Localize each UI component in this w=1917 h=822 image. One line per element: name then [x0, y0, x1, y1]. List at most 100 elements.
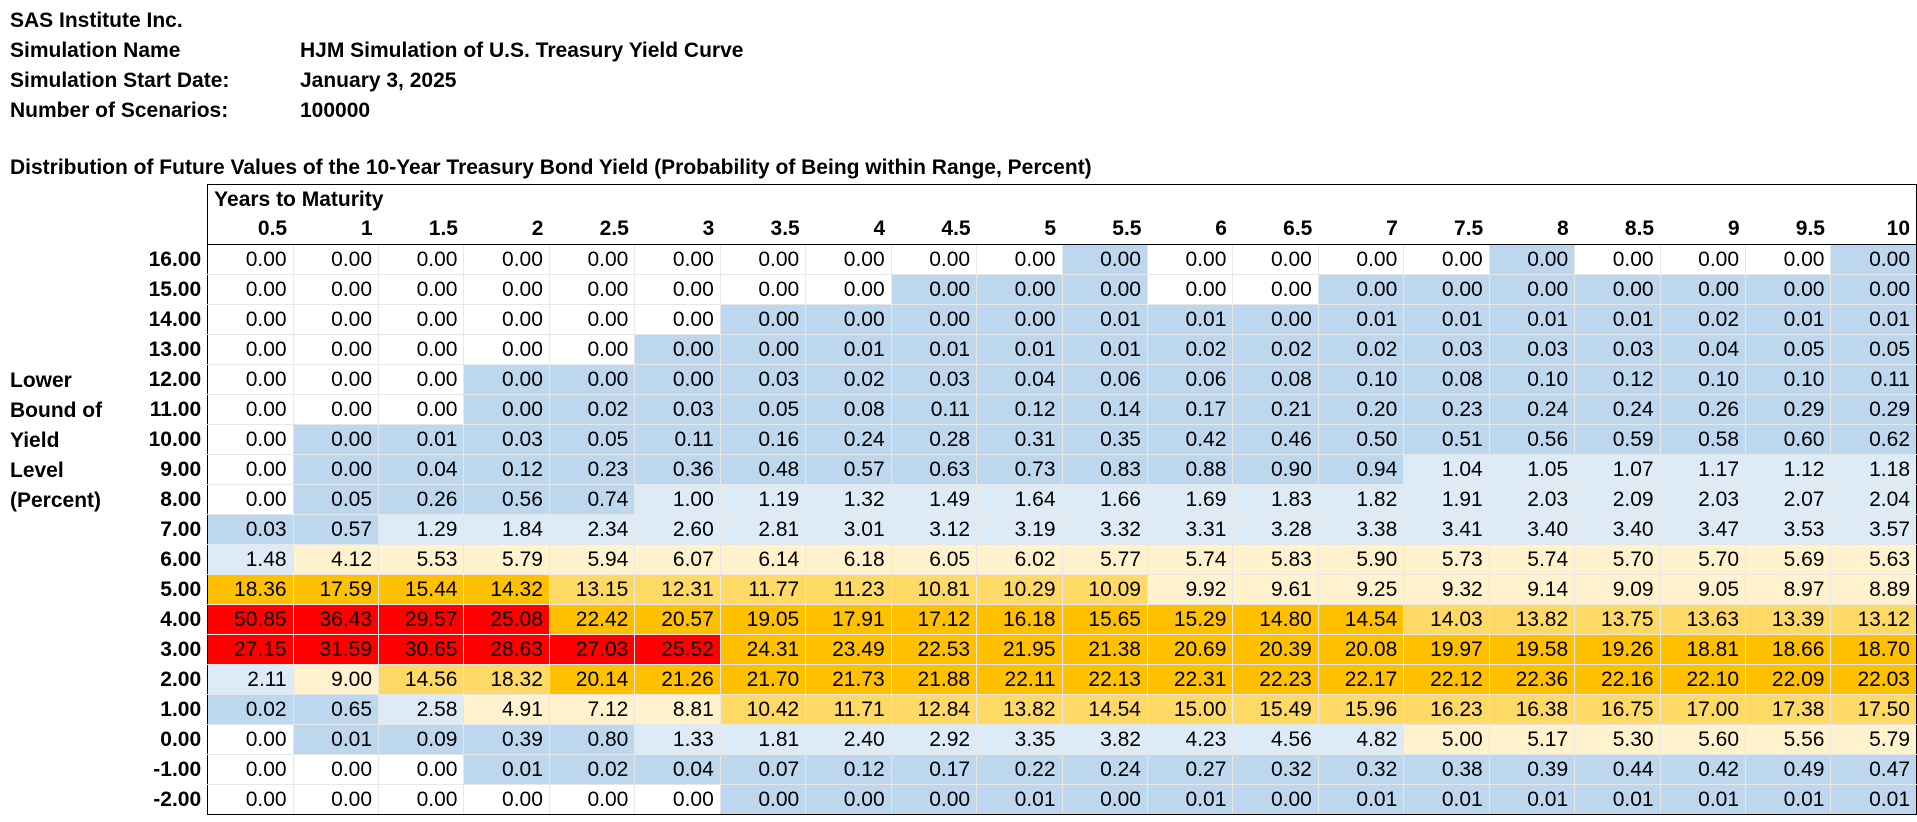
- yield-level-label: 3.00: [160, 637, 202, 661]
- probability-cell: 12.31: [634, 574, 721, 605]
- probability-cell: 0.05: [293, 484, 380, 515]
- maturity-header-cell: 8: [1489, 214, 1575, 245]
- probability-cell: 1.00: [634, 484, 721, 515]
- band-row: Years to Maturity: [10, 184, 1917, 215]
- maturity-header-cell: 6.5: [1232, 214, 1319, 245]
- probability-cell: 0.44: [1574, 754, 1661, 785]
- probability-cell: 0.00: [1489, 274, 1576, 305]
- table-row: 2.00 2.11 9.00 14.56 18.32 20.14 21.26 21.70 21.…: [10, 664, 1917, 695]
- probability-cell: 3.53: [1745, 514, 1832, 545]
- probability-cell: 36.43: [293, 604, 380, 635]
- probability-cell: 5.79: [1830, 724, 1917, 755]
- table-body: Years to Maturity 0.5 1 1.5 2 2.5 3 3.5 4 4.5 5 5.…: [10, 184, 1917, 815]
- probability-cell: 16.18: [976, 604, 1063, 635]
- probability-cell: 0.00: [207, 244, 294, 275]
- probability-cell: 3.57: [1830, 514, 1917, 545]
- probability-cell: 0.03: [1574, 334, 1661, 365]
- probability-cell: 0.51: [1403, 424, 1490, 455]
- maturity-header-cell: 4.5: [891, 214, 977, 245]
- probability-cell: 3.35: [976, 724, 1063, 755]
- probability-cell: 0.00: [1574, 274, 1661, 305]
- probability-cell: 17.59: [293, 574, 380, 605]
- probability-cell: 0.00: [378, 274, 465, 305]
- probability-cell: 1.64: [976, 484, 1063, 515]
- probability-cell: 0.02: [207, 694, 294, 725]
- probability-cell: 0.01: [463, 754, 550, 785]
- table-row: 8.00 0.00 0.05 0.26 0.56 0.74 1.00 1.19 1.32 1.49…: [10, 484, 1917, 515]
- probability-cell: 1.66: [1062, 484, 1148, 515]
- table-row: 7.00 0.03 0.57 1.29 1.84 2.34 2.60 2.81 3.01 3.12…: [10, 514, 1917, 545]
- probability-cell: 3.40: [1489, 514, 1576, 545]
- probability-cell: 0.00: [1232, 244, 1319, 275]
- probability-cell: 0.06: [1062, 364, 1148, 395]
- probability-cell: 0.29: [1830, 394, 1917, 425]
- probability-cell: 22.12: [1403, 664, 1490, 695]
- probability-cell: 0.83: [1062, 454, 1148, 485]
- probability-cell: 0.00: [378, 364, 465, 395]
- probability-cell: 17.50: [1830, 694, 1917, 725]
- probability-cell: 1.33: [634, 724, 721, 755]
- probability-cell: 0.23: [549, 454, 636, 485]
- probability-cell: 0.00: [293, 424, 380, 455]
- probability-cell: 0.88: [1147, 454, 1234, 485]
- probability-cell: 14.54: [1318, 604, 1405, 635]
- probability-cell: 0.00: [207, 334, 294, 365]
- probability-cell: 0.00: [1489, 244, 1576, 275]
- table-row: 16.00 0.00 0.00 0.00 0.00 0.00 0.00 0.00 0.00 0.0…: [10, 244, 1917, 275]
- probability-cell: 0.04: [634, 754, 721, 785]
- probability-cell: 0.32: [1318, 754, 1405, 785]
- probability-cell: 0.50: [1318, 424, 1405, 455]
- probability-cell: 17.00: [1660, 694, 1747, 725]
- probability-cell: 0.10: [1318, 364, 1405, 395]
- scenarios-label: Number of Scenarios:: [10, 99, 229, 122]
- probability-cell: 3.12: [891, 514, 978, 545]
- probability-cell: 0.38: [1403, 754, 1490, 785]
- probability-cell: 22.09: [1745, 664, 1832, 695]
- probability-cell: 1.07: [1574, 454, 1661, 485]
- probability-cell: 0.39: [463, 724, 550, 755]
- probability-cell: 0.03: [634, 394, 721, 425]
- probability-cell: 0.02: [549, 394, 636, 425]
- probability-cell: 0.00: [1062, 784, 1148, 815]
- probability-cell: 0.00: [293, 784, 380, 815]
- probability-cell: 22.31: [1147, 664, 1234, 695]
- probability-cell: 0.42: [1660, 754, 1747, 785]
- probability-cell: 29.57: [378, 604, 465, 635]
- probability-cell: 0.09: [378, 724, 465, 755]
- probability-cell: 0.00: [1403, 274, 1490, 305]
- simulation-name-label: Simulation Name: [10, 39, 181, 62]
- probability-cell: 1.84: [463, 514, 550, 545]
- maturity-header-cell: 2.5: [549, 214, 635, 245]
- probability-cell: 24.31: [720, 634, 807, 665]
- probability-cell: 22.16: [1574, 664, 1661, 695]
- probability-cell: 21.88: [891, 664, 978, 695]
- probability-cell: 0.12: [1574, 364, 1661, 395]
- probability-cell: 0.24: [1062, 754, 1148, 785]
- scenarios-row: Number of Scenarios: 100000: [10, 96, 743, 126]
- probability-cell: 3.19: [976, 514, 1063, 545]
- probability-cell: 0.14: [1062, 394, 1148, 425]
- probability-cell: 0.00: [1830, 244, 1917, 275]
- probability-cell: 0.28: [891, 424, 978, 455]
- probability-cell: 15.65: [1062, 604, 1148, 635]
- probability-cell: 0.57: [805, 454, 892, 485]
- probability-cell: 0.00: [720, 274, 807, 305]
- probability-cell: 6.02: [976, 544, 1063, 575]
- probability-cell: 2.60: [634, 514, 721, 545]
- probability-cell: 1.91: [1403, 484, 1490, 515]
- probability-cell: 0.00: [891, 244, 978, 275]
- probability-cell: 12.84: [891, 694, 978, 725]
- probability-cell: 0.00: [549, 304, 636, 335]
- probability-cell: 14.32: [463, 574, 550, 605]
- maturity-header-cell: 8.5: [1574, 214, 1661, 245]
- probability-cell: 0.00: [720, 784, 807, 815]
- probability-cell: 21.70: [720, 664, 807, 695]
- probability-cell: 0.01: [1574, 784, 1661, 815]
- probability-cell: 10.81: [891, 574, 978, 605]
- probability-cell: 1.12: [1745, 454, 1832, 485]
- probability-cell: 0.00: [1147, 274, 1234, 305]
- probability-cell: 5.30: [1574, 724, 1661, 755]
- probability-cell: 5.17: [1489, 724, 1576, 755]
- probability-cell: 30.65: [378, 634, 465, 665]
- probability-cell: 20.57: [634, 604, 721, 635]
